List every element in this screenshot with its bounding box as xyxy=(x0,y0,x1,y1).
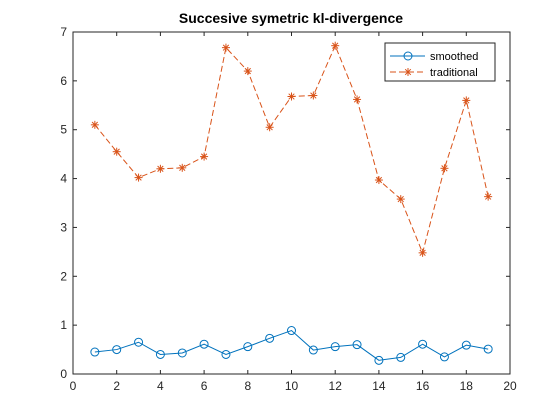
y-tick-label: 7 xyxy=(60,25,67,39)
data-point-traditional xyxy=(309,91,318,100)
data-point-smoothed xyxy=(330,342,340,352)
x-tick-label: 10 xyxy=(285,379,299,393)
data-point-traditional xyxy=(353,95,362,104)
data-point-traditional xyxy=(265,123,274,132)
series-line-smoothed xyxy=(94,329,489,361)
x-tick-label: 2 xyxy=(113,379,120,393)
data-point-smoothed xyxy=(374,355,384,365)
chart-title: Succesive symetric kl-divergence xyxy=(179,10,403,26)
legend-label-smoothed: smoothed xyxy=(430,51,478,63)
data-point-smoothed xyxy=(265,333,275,343)
data-point-smoothed xyxy=(439,352,449,362)
legend-entry-smoothed: smoothed xyxy=(390,51,478,63)
legend: smoothed traditional xyxy=(384,42,496,82)
data-point-traditional xyxy=(484,192,493,201)
x-tick-label: 6 xyxy=(201,379,208,393)
data-point-smoothed xyxy=(461,340,471,350)
data-point-smoothed xyxy=(287,326,296,336)
data-point-smoothed xyxy=(396,352,406,362)
y-tick-label: 1 xyxy=(60,318,67,332)
data-point-traditional xyxy=(462,96,471,105)
data-point-traditional xyxy=(440,164,449,173)
series-layer xyxy=(90,41,493,365)
data-point-traditional xyxy=(287,92,296,101)
data-point-traditional xyxy=(200,152,209,161)
y-tick-label: 0 xyxy=(60,367,67,381)
y-tick-label: 5 xyxy=(60,123,67,137)
plot-area xyxy=(73,32,510,374)
data-point-traditional xyxy=(178,163,187,172)
data-point-traditional xyxy=(112,147,121,156)
data-point-smoothed xyxy=(308,345,318,355)
data-point-smoothed xyxy=(221,349,231,359)
x-tick-label: 14 xyxy=(372,379,386,393)
data-point-smoothed xyxy=(134,337,144,347)
x-tick-label: 16 xyxy=(416,379,430,393)
data-point-traditional xyxy=(374,176,383,185)
x-tick-label: 20 xyxy=(503,379,517,393)
y-tick-label: 4 xyxy=(60,172,67,186)
legend-box xyxy=(384,42,496,82)
data-point-traditional xyxy=(331,41,340,50)
data-point-traditional xyxy=(156,164,165,173)
legend-marker-smoothed xyxy=(403,51,413,61)
y-tick-label: 6 xyxy=(60,74,67,88)
x-tick-label: 18 xyxy=(460,379,474,393)
data-point-smoothed xyxy=(352,340,362,350)
data-point-traditional xyxy=(90,120,99,129)
data-point-smoothed xyxy=(483,344,493,354)
x-tick-label: 0 xyxy=(70,379,77,393)
data-point-traditional xyxy=(221,43,230,52)
y-tick-label: 2 xyxy=(60,269,67,283)
data-point-smoothed xyxy=(112,345,122,355)
data-point-smoothed xyxy=(418,339,428,349)
data-point-traditional xyxy=(396,195,405,204)
data-point-traditional xyxy=(243,67,252,76)
data-point-traditional xyxy=(418,248,427,257)
data-point-smoothed xyxy=(243,342,253,352)
data-point-smoothed xyxy=(90,347,100,357)
legend-entry-traditional: traditional xyxy=(390,67,478,79)
data-point-smoothed xyxy=(199,339,209,349)
y-tick-label: 3 xyxy=(60,220,67,234)
legend-label-traditional: traditional xyxy=(430,67,478,79)
x-tick-label: 8 xyxy=(244,379,251,393)
x-tick-label: 12 xyxy=(329,379,343,393)
data-point-smoothed xyxy=(155,349,165,359)
legend-marker-traditional xyxy=(404,68,412,76)
data-point-traditional xyxy=(134,173,143,182)
x-tick-label: 4 xyxy=(157,379,164,393)
data-point-smoothed xyxy=(177,348,187,358)
